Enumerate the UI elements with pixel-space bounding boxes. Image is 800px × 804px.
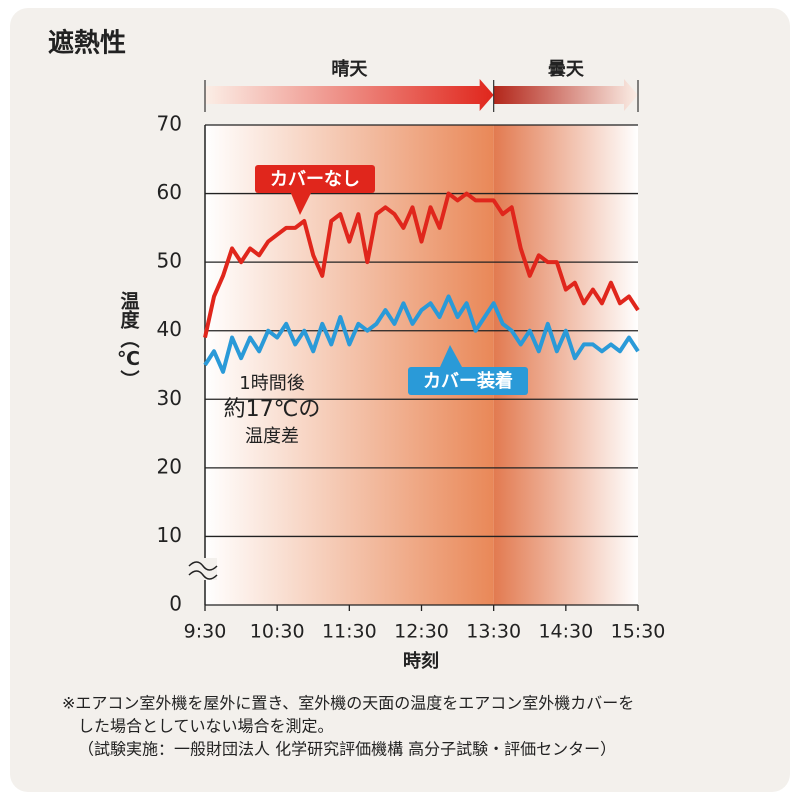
footnote: ※エアコン室外機を屋外に置き、室外機の天面の温度をエアコン室外機カバーを <box>62 694 634 713</box>
legend-box <box>255 165 375 193</box>
x-axis-label: 時刻 <box>403 650 439 672</box>
chart-title: 遮熱性 <box>48 28 126 59</box>
axis-break <box>188 561 218 580</box>
y-tick-label: 50 <box>157 249 182 273</box>
period-label: 曇天 <box>548 59 585 80</box>
annotation: 約17℃の <box>224 397 321 422</box>
x-tick-label: 14:30 <box>538 621 593 643</box>
y-tick-label: 40 <box>157 317 182 341</box>
y-tick-label: 10 <box>157 523 182 547</box>
x-tick-label: 15:30 <box>611 621 666 643</box>
period-band <box>493 125 638 605</box>
footnote: （試験実施：一般財団法人 化学研究評価機構 高分子試験・評価センター） <box>78 740 616 759</box>
period-arrow <box>205 79 494 111</box>
footnote: した場合としていない場合を測定。 <box>78 717 334 736</box>
x-tick-label: 11:30 <box>322 621 377 643</box>
annotation: 1時間後 <box>239 373 304 394</box>
x-tick-label: 12:30 <box>394 621 449 643</box>
axis-break-bg <box>187 558 217 580</box>
series-line <box>203 294 640 374</box>
x-tick-label: 9:30 <box>184 621 227 643</box>
callout-pointer <box>290 191 312 215</box>
legend-box <box>408 367 528 395</box>
y-tick-label: 20 <box>157 454 182 478</box>
y-tick-label: 60 <box>157 180 182 204</box>
x-tick-label: 13:30 <box>466 621 521 643</box>
legend-label: カバー装着 <box>423 370 513 392</box>
y-tick-label: 30 <box>157 386 182 410</box>
plot-area <box>205 125 638 605</box>
y-axis-label: 温度（℃） <box>118 291 140 389</box>
x-tick-label: 10:30 <box>250 621 305 643</box>
series-line <box>203 191 640 338</box>
annotation: 温度差 <box>245 426 299 447</box>
y-tick-label: 0 <box>169 592 182 616</box>
period-label: 晴天 <box>331 58 368 80</box>
legend-label: カバーなし <box>270 169 360 190</box>
y-tick-label: 70 <box>157 112 182 136</box>
callout-pointer <box>440 345 462 367</box>
period-arrow <box>493 79 638 111</box>
